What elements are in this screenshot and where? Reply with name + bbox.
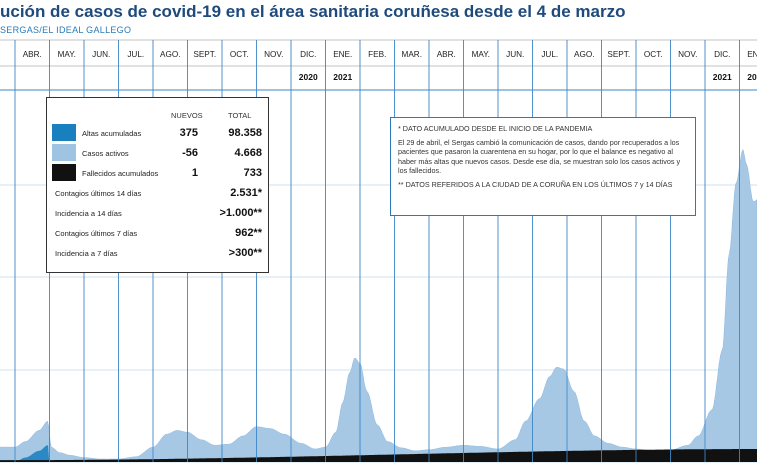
legend-row-activos: Casos activos -56 4.668 [47, 144, 270, 162]
legend-label: Casos activos [82, 149, 129, 158]
legend-label: Fallecidos acumulados [82, 169, 159, 178]
legend-total: 733 [243, 167, 262, 179]
month-label: OCT. [230, 50, 249, 59]
note-line-3: ** DATOS REFERIDOS A LA CIUDAD DE A CORU… [398, 179, 673, 189]
legend-total: >1.000** [219, 207, 262, 219]
legend-new: 1 [191, 167, 198, 179]
legend-row-incidencia14: Incidencia a 14 días >1.000** [47, 204, 270, 222]
month-label: ENE. [333, 50, 352, 59]
note-box: * DATO ACUMULADO DESDE EL INICIO DE LA P… [390, 117, 696, 216]
month-label: FEB. [368, 50, 386, 59]
month-label: AGO. [160, 50, 180, 59]
legend-total: 2.531* [230, 187, 262, 199]
month-label: ABR. [23, 50, 42, 59]
legend-head-total: TOTAL [228, 111, 252, 120]
year-label: 2022 [747, 72, 757, 82]
year-label: 2020 [299, 72, 318, 82]
legend-box: NUEVOS TOTAL Altas acumuladas 375 98.358… [46, 97, 269, 273]
month-label: ABR. [437, 50, 456, 59]
legend-total: >300** [228, 247, 262, 259]
legend-label: Incidencia a 14 días [55, 209, 122, 218]
month-label: JUL. [541, 50, 558, 59]
month-label: SEPT. [193, 50, 216, 59]
legend-row-contagios14: Contagios últimos 14 días 2.531* [47, 184, 270, 202]
year-label: 2021 [333, 72, 352, 82]
legend-total: 962** [235, 227, 262, 239]
month-label: MAR. [402, 50, 422, 59]
chart-title: ución de casos de covid-19 en el área sa… [0, 2, 626, 21]
month-label: ENE. [747, 50, 757, 59]
legend-row-fallecidos: Fallecidos acumulados 1 733 [47, 164, 270, 182]
month-label: MAY. [58, 50, 76, 59]
month-label: NOV. [264, 50, 283, 59]
month-label: JUN. [506, 50, 524, 59]
legend-swatch-activos [52, 144, 76, 161]
month-label: DIC. [714, 50, 730, 59]
legend-row-altas: Altas acumuladas 375 98.358 [47, 124, 270, 142]
series-altas-area [0, 445, 50, 462]
month-label: JUL. [127, 50, 144, 59]
month-label: NOV. [678, 50, 697, 59]
note-line-2: El 29 de abril, el Sergas cambió la comu… [398, 137, 681, 176]
year-label: 2021 [713, 72, 732, 82]
legend-head-new: NUEVOS [171, 111, 203, 120]
month-label: JUN. [92, 50, 110, 59]
legend-label: Incidencia a 7 días [55, 249, 118, 258]
month-label: DIC. [300, 50, 316, 59]
note-line-1: * DATO ACUMULADO DESDE EL INICIO DE LA P… [398, 124, 593, 133]
legend-row-incidencia7: Incidencia a 7 días >300** [47, 244, 270, 262]
legend-swatch-fallecidos [52, 164, 76, 181]
legend-label: Contagios últimos 7 días [55, 229, 138, 238]
legend-label: Altas acumuladas [82, 129, 142, 138]
legend-row-contagios7: Contagios últimos 7 días 962** [47, 224, 270, 242]
legend-total: 4.668 [234, 147, 262, 159]
month-label: MAY. [472, 50, 490, 59]
series-activos-area [0, 149, 757, 463]
month-label: AGO. [574, 50, 594, 59]
legend-swatch-altas [52, 124, 76, 141]
legend-total: 98.358 [228, 127, 262, 139]
legend-label: Contagios últimos 14 días [55, 189, 142, 198]
legend-new: 375 [179, 127, 198, 139]
chart-source: SERGAS/EL IDEAL GALLEGO [0, 25, 132, 35]
month-label: SEPT. [607, 50, 630, 59]
series-fallecidos-area [0, 449, 757, 462]
month-label: OCT. [644, 50, 663, 59]
legend-new: -56 [182, 147, 198, 159]
